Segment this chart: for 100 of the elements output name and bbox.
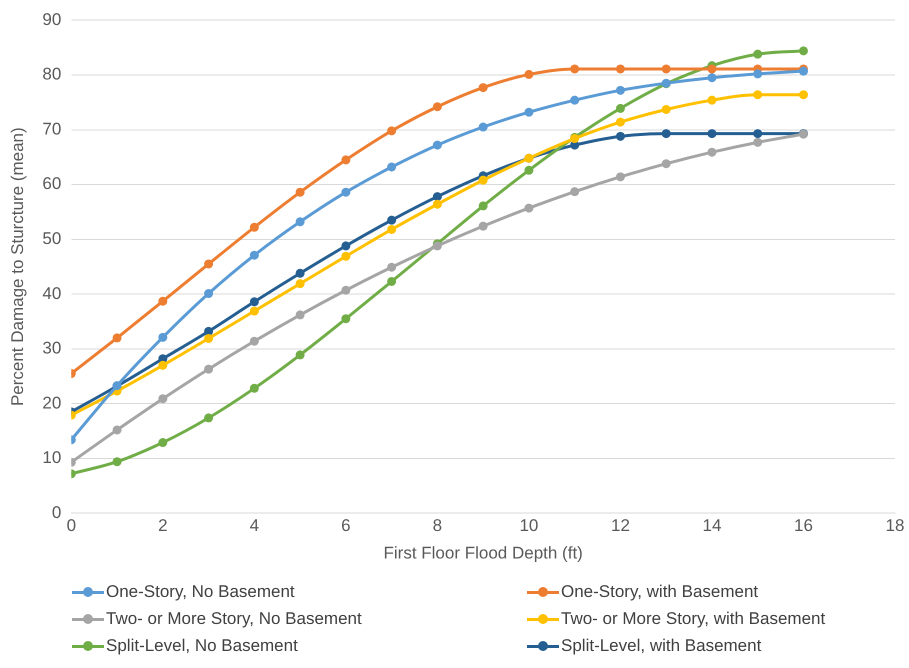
x-tick-label: 10 xyxy=(519,516,538,536)
point xyxy=(616,104,625,113)
y-tick-label: 40 xyxy=(42,284,62,303)
point xyxy=(662,159,671,168)
point xyxy=(296,310,305,320)
x-tick-label: 16 xyxy=(794,516,813,536)
point xyxy=(753,90,762,100)
point xyxy=(616,64,625,74)
point xyxy=(753,69,762,78)
point xyxy=(158,296,168,306)
y-tick-label: 20 xyxy=(42,393,62,412)
x-axis-title: First Floor Flood Depth (ft) xyxy=(383,543,583,562)
point xyxy=(387,126,396,136)
legend-label: One-Story, No Basement xyxy=(106,582,295,602)
point xyxy=(524,204,534,213)
x-tick-label: 14 xyxy=(702,516,722,536)
point xyxy=(296,188,305,197)
point xyxy=(753,50,762,59)
point xyxy=(616,172,625,182)
point xyxy=(432,192,442,202)
point xyxy=(478,222,488,231)
point xyxy=(753,129,762,138)
point xyxy=(524,108,534,117)
point xyxy=(707,96,716,105)
point xyxy=(112,457,122,466)
y-tick-label: 90 xyxy=(42,10,62,29)
point xyxy=(432,200,442,209)
point xyxy=(707,148,716,157)
point xyxy=(112,333,122,342)
legend-label: One-Story, with Basement xyxy=(561,582,758,602)
point xyxy=(707,64,716,74)
point xyxy=(798,66,808,76)
point xyxy=(204,289,214,298)
point xyxy=(478,83,488,92)
point xyxy=(432,102,442,112)
point xyxy=(662,64,671,74)
x-tick-label: 2 xyxy=(158,516,168,536)
point xyxy=(798,90,808,100)
point xyxy=(158,394,168,404)
legend-label: Split-Level, with Basement xyxy=(561,636,762,656)
point xyxy=(204,259,214,268)
y-axis-title: Percent Damage to Sturcture (mean) xyxy=(8,127,27,406)
point xyxy=(753,138,762,147)
point xyxy=(341,188,350,197)
point xyxy=(158,360,168,370)
point xyxy=(662,129,671,138)
x-tick-label: 4 xyxy=(250,516,260,536)
x-tick-label: 6 xyxy=(341,516,351,536)
point xyxy=(707,73,716,82)
y-tick-label: 10 xyxy=(42,448,62,468)
point xyxy=(341,252,350,261)
point xyxy=(616,118,625,127)
point xyxy=(798,46,808,56)
legend-label: Split-Level, No Basement xyxy=(106,636,298,656)
point xyxy=(616,86,625,95)
point xyxy=(524,70,534,79)
y-tick-label: 0 xyxy=(52,502,62,522)
point xyxy=(296,217,305,226)
point xyxy=(204,364,214,374)
x-tick-label: 0 xyxy=(66,516,76,536)
point xyxy=(250,222,259,232)
point xyxy=(524,166,534,175)
y-tick-label: 60 xyxy=(42,174,62,194)
point xyxy=(707,129,716,138)
legend-label: Two- or More Story, with Basement xyxy=(561,609,826,629)
point xyxy=(341,286,350,295)
point xyxy=(296,268,305,278)
point xyxy=(296,279,305,288)
point xyxy=(387,162,396,172)
point xyxy=(432,140,442,150)
point xyxy=(478,122,488,132)
point xyxy=(204,334,214,343)
point xyxy=(158,332,168,342)
point xyxy=(250,306,259,316)
point xyxy=(478,176,488,185)
y-tick-label: 30 xyxy=(42,338,62,358)
point xyxy=(662,104,671,114)
y-tick-label: 70 xyxy=(42,119,62,138)
point xyxy=(250,297,259,306)
point xyxy=(616,132,625,141)
point xyxy=(250,250,259,260)
point xyxy=(570,187,580,196)
point xyxy=(387,276,396,286)
point xyxy=(341,314,350,324)
point xyxy=(204,413,214,422)
point xyxy=(112,425,122,434)
y-tick-label: 80 xyxy=(42,64,62,84)
point xyxy=(341,155,350,164)
point xyxy=(387,216,396,225)
x-tick-label: 8 xyxy=(432,516,442,536)
point xyxy=(250,384,259,393)
point xyxy=(158,438,168,448)
point xyxy=(570,96,580,105)
point xyxy=(250,336,259,346)
point xyxy=(570,64,580,74)
x-tick-label: 18 xyxy=(886,516,904,536)
point xyxy=(296,350,305,360)
y-tick-label: 50 xyxy=(42,229,62,248)
point xyxy=(387,224,396,234)
point xyxy=(478,201,488,210)
